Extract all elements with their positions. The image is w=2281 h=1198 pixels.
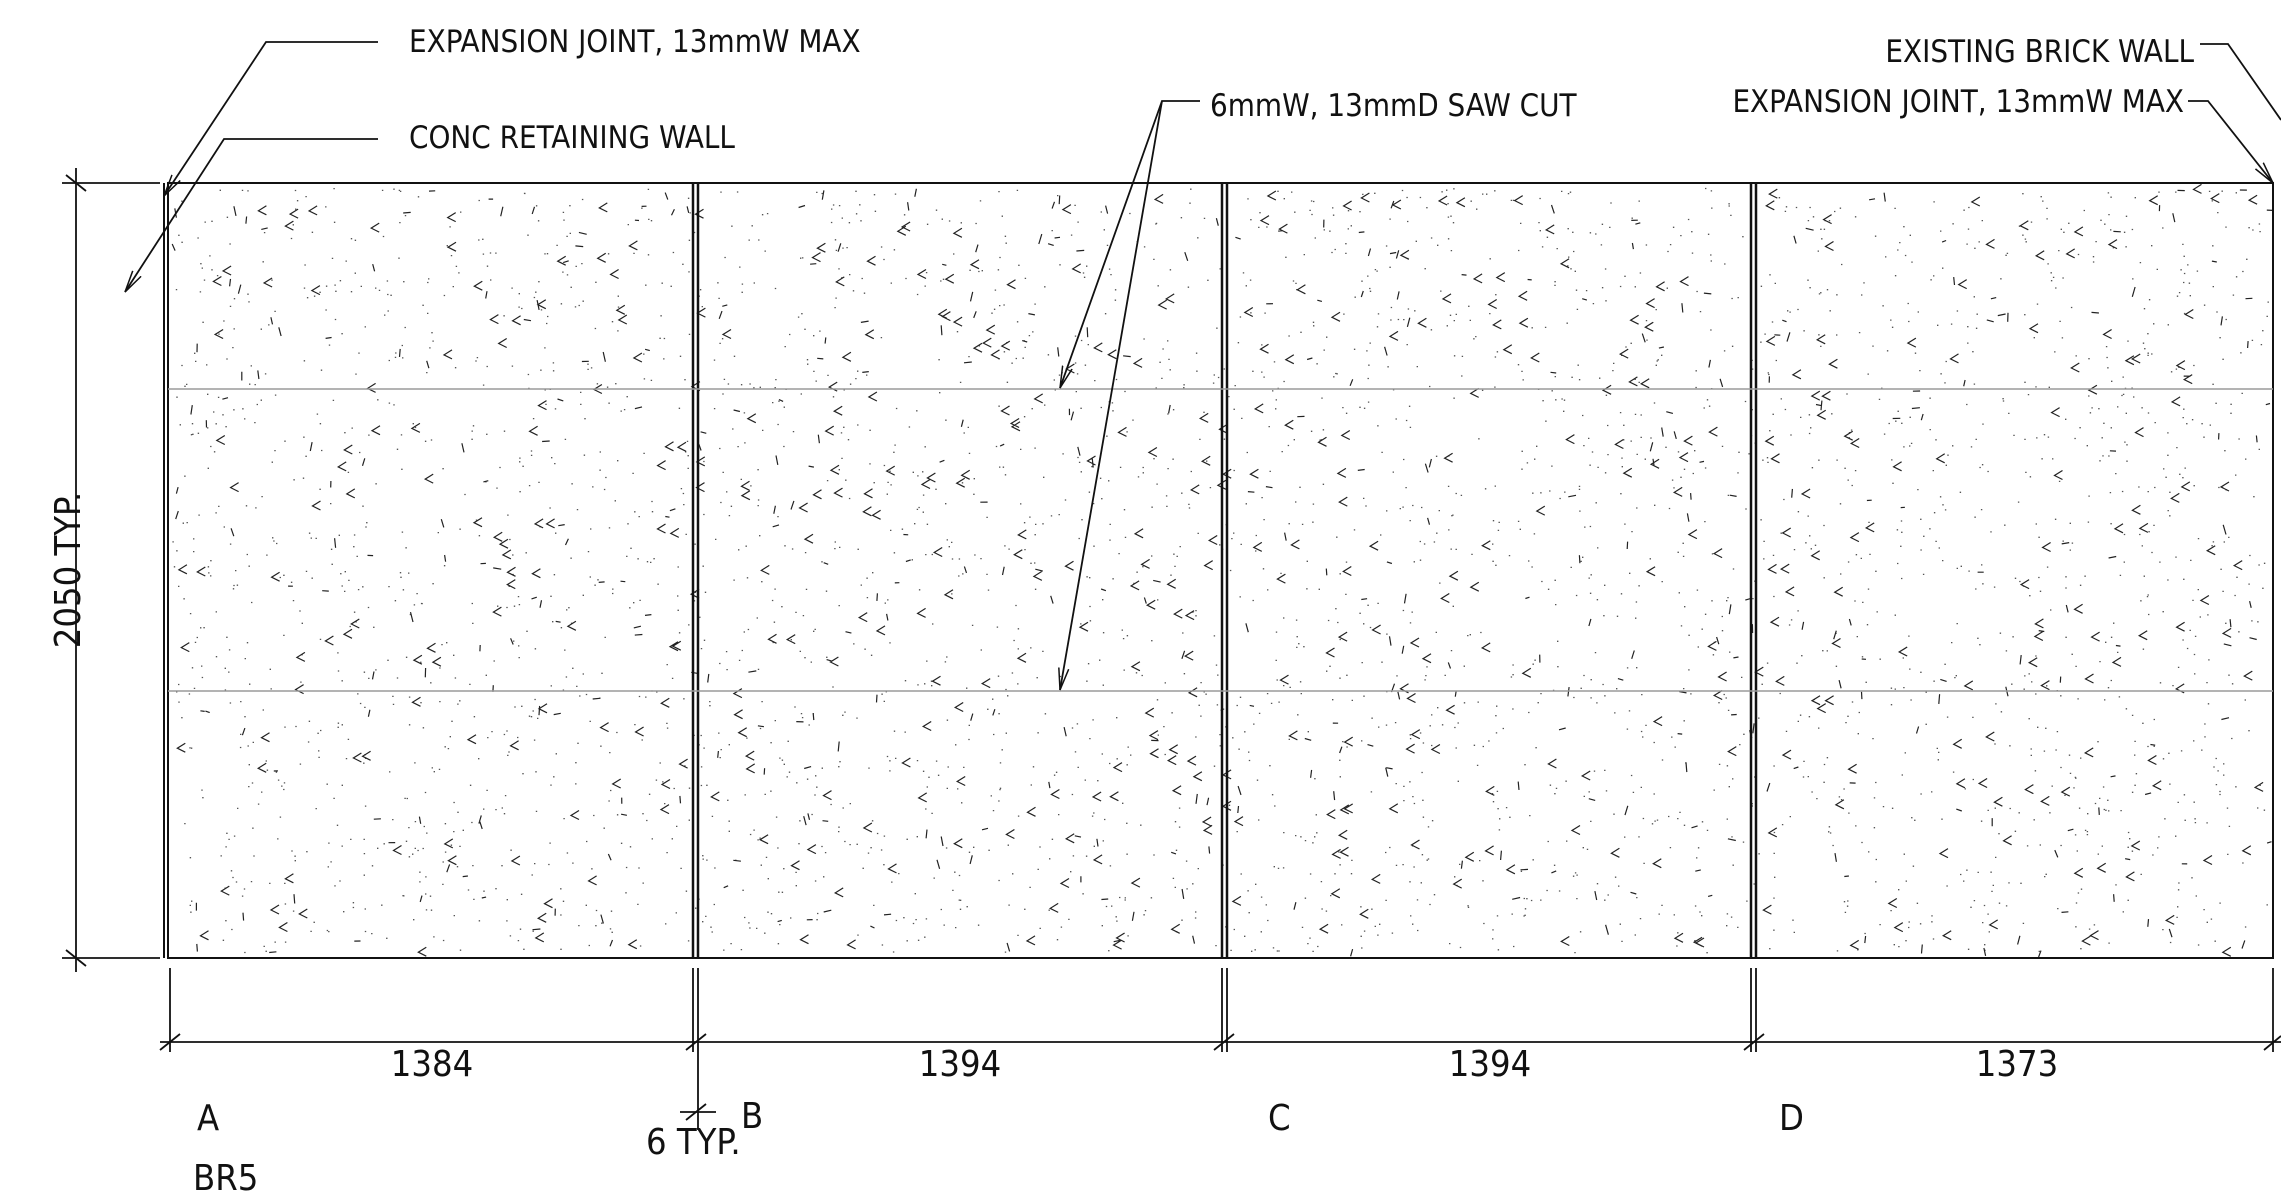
panel-width-c: 1394 (1449, 1044, 1531, 1085)
existing-brick-wall-label: EXISTING BRICK WALL (1885, 34, 2194, 70)
slab-outline (167, 182, 2274, 959)
concrete-texture (171, 183, 2273, 958)
panel-letter-b: B (741, 1096, 763, 1137)
panel-letter-a: A (197, 1098, 219, 1139)
saw-cut-label: 6mmW, 13mmD SAW CUT (1210, 88, 1578, 124)
expansion-joint-left-label: EXPANSION JOINT, 13mmW MAX (409, 24, 861, 60)
conc-retaining-wall-label: CONC RETAINING WALL (409, 120, 735, 156)
panel-letter-d: D (1779, 1098, 1804, 1139)
panel-width-b: 1394 (919, 1044, 1001, 1085)
joint-width-label: 6 TYP. (646, 1122, 741, 1163)
panel-width-a: 1384 (391, 1044, 473, 1085)
panel-letter-c: C (1268, 1098, 1291, 1139)
panel-outlines (163, 182, 2274, 959)
height-dimension-label: 2050 TYP. (48, 492, 89, 648)
reference-code: BR5 (193, 1158, 258, 1198)
width-dimension (159, 968, 2281, 1130)
expansion-joint-right-label: EXPANSION JOINT, 13mmW MAX (1732, 84, 2184, 120)
height-dimension (62, 168, 160, 972)
panel-width-d: 1373 (1976, 1044, 2058, 1085)
leader-lines (124, 41, 2281, 690)
